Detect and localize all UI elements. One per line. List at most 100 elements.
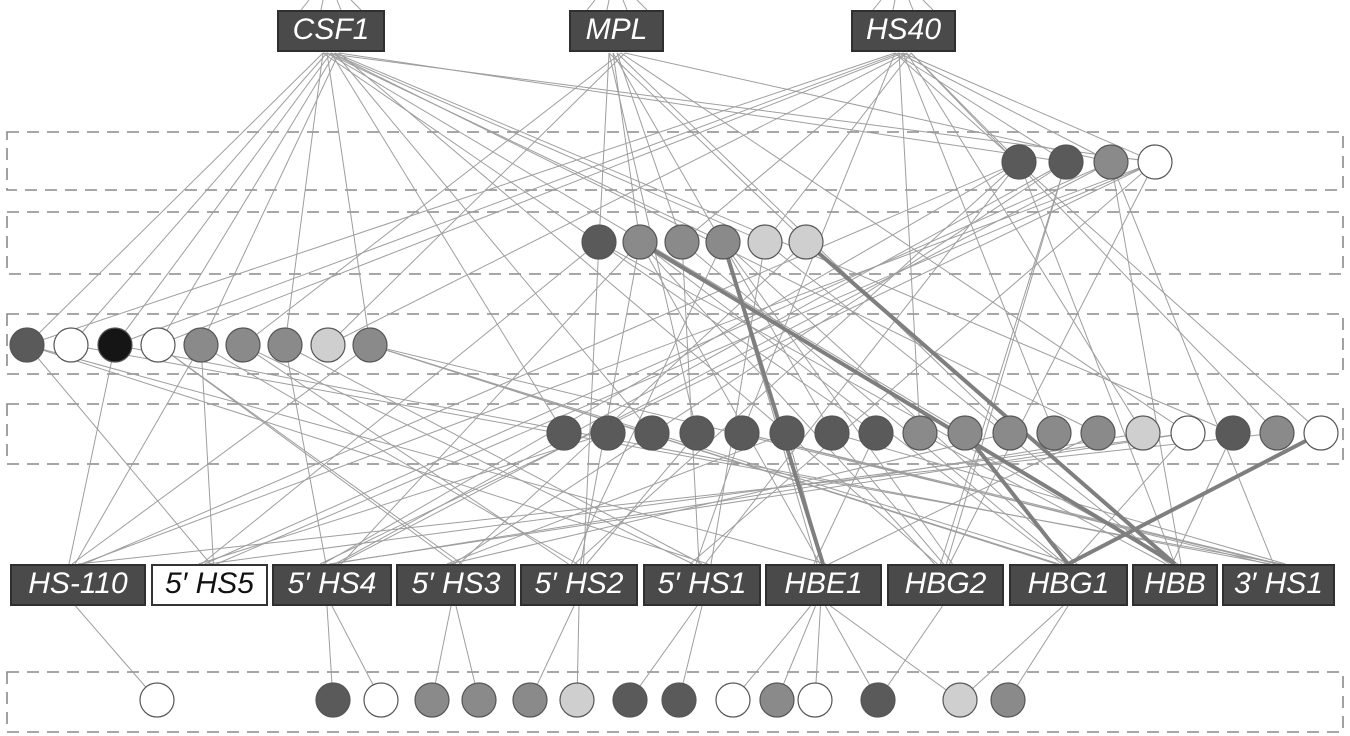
band-3-circle-5[interactable] [225,327,261,363]
band-3-circle-7[interactable] [310,327,346,363]
band-4-circle-0[interactable] [546,415,582,451]
edge-up-2-4 [331,432,1144,565]
band-4-circle-16[interactable] [1259,415,1295,451]
band-5-circle-2[interactable] [363,682,399,718]
band-5-circle-13[interactable] [942,682,978,718]
band-4-circle-7[interactable] [858,415,894,451]
band-4-circle-3[interactable] [679,415,715,451]
band-4-circle-11[interactable] [1036,415,1072,451]
band-4-circle-9[interactable] [947,415,983,451]
band-5-circle-11[interactable] [797,682,833,718]
gene-label-csf1[interactable]: CSF1 [277,10,385,52]
edge-up-0-1 [71,344,371,565]
band-4-circle-5[interactable] [769,415,805,451]
band-2-circle-4[interactable] [747,224,783,260]
band-4-circle-14[interactable] [1170,415,1206,451]
band-1-circle-2[interactable] [1093,144,1129,180]
band-5-circle-12[interactable] [860,682,896,718]
band-3-circle-3[interactable] [140,327,176,363]
band-4-circle-13[interactable] [1125,415,1161,451]
edge-down-7-0 [877,605,943,701]
band-3-circle-2[interactable] [97,327,133,363]
element-label-3-hs1[interactable]: 3′ HS1 [1222,564,1335,606]
band-2-circle-2[interactable] [664,224,700,260]
band-5-circle-1[interactable] [315,682,351,718]
band-5-circle-10[interactable] [759,682,795,718]
edge-stub-0-1 [320,0,324,11]
band-1-circle-3[interactable] [1137,144,1173,180]
element-label-5-hs1[interactable]: 5′ HS1 [643,564,761,606]
band-1-circle-0[interactable] [1001,144,1037,180]
band-3-circle-4[interactable] [183,327,219,363]
edge-up-0-0 [68,344,116,565]
band-5-circle-9[interactable] [715,682,751,718]
highlight-edge-layer [638,240,1322,566]
edge-up-6-5 [828,432,1099,565]
edge-up-3-4 [458,241,807,565]
band-4-circle-8[interactable] [902,415,938,451]
band-4-circle-17[interactable] [1303,415,1339,451]
edge-stub-1-0 [586,0,596,11]
band-3-circle-8[interactable] [352,327,388,363]
band-1-circle-1[interactable] [1048,144,1084,180]
element-label-5-hs2[interactable]: 5′ HS2 [520,564,638,606]
gene-label-mpl[interactable]: MPL [569,10,664,52]
edge-up-5-5 [704,161,1020,565]
edge-up-0-5 [83,161,1020,565]
band-3-circle-0[interactable] [9,327,45,363]
band-3-circle-6[interactable] [267,327,303,363]
edge-up-9-5 [1110,161,1182,565]
edge-stub-2-1 [892,0,896,11]
band-4-circle-15[interactable] [1215,415,1251,451]
element-label-hbg2[interactable]: HBG2 [887,564,1004,606]
band-2-box [6,211,1344,275]
edge-top-1-4 [327,52,626,346]
edge-up-7-6 [722,241,953,565]
edge-down-8-1 [1007,605,1069,701]
band-4-circle-1[interactable] [590,415,626,451]
edge-stub-2-3 [922,0,934,11]
edge-up-5-0 [689,161,1156,565]
highlight-edge-1 [721,241,825,565]
band-5-circle-14[interactable] [990,682,1026,718]
edge-up-1-6 [216,161,1156,565]
element-label-5-hs3[interactable]: 5′ HS3 [396,564,516,606]
band-4-circle-10[interactable] [992,415,1028,451]
gene-label-hs40[interactable]: HS40 [851,10,956,52]
band-5-circle-4[interactable] [461,682,497,718]
band-2-circle-3[interactable] [705,224,741,260]
element-label-hbe1[interactable]: HBE1 [765,564,882,606]
band-5-circle-8[interactable] [661,682,697,718]
edge-stub-2-0 [872,0,882,11]
edge-up-8-6 [369,344,1075,565]
band-1-box [6,131,1344,191]
element-label-hbb[interactable]: HBB [1132,564,1218,606]
edge-up-7-4 [946,161,1067,565]
band-5-circle-7[interactable] [612,682,648,718]
band-5-circle-0[interactable] [139,682,175,718]
edge-top-2-8 [681,52,908,243]
band-2-circle-0[interactable] [581,224,617,260]
band-4-circle-2[interactable] [634,415,670,451]
band-4-circle-12[interactable] [1080,415,1116,451]
edge-stub-2-2 [908,0,914,11]
band-3-circle-1[interactable] [53,327,89,363]
highlight-edge-3 [1067,431,1322,566]
band-4-circle-6[interactable] [814,415,850,451]
highlight-edge-4 [963,431,1070,566]
element-label-hbg1[interactable]: HBG1 [1009,564,1128,606]
band-4-circle-4[interactable] [724,415,760,451]
band-2-circle-5[interactable] [788,224,824,260]
edge-top-2-3 [327,52,908,346]
band-2-circle-1[interactable] [622,224,658,260]
element-label-hs-110[interactable]: HS-110 [10,564,146,606]
element-label-5-hs4[interactable]: 5′ HS4 [272,564,392,606]
edge-top-0-13 [334,52,1234,434]
element-label-5-hs5[interactable]: 5′ HS5 [151,564,268,606]
edge-top-2-14 [910,52,1278,434]
edge-stub-0-3 [350,0,362,11]
band-5-circle-5[interactable] [512,682,548,718]
band-5-circle-3[interactable] [414,682,450,718]
edge-down-6-4 [830,605,961,701]
band-5-circle-6[interactable] [559,682,595,718]
